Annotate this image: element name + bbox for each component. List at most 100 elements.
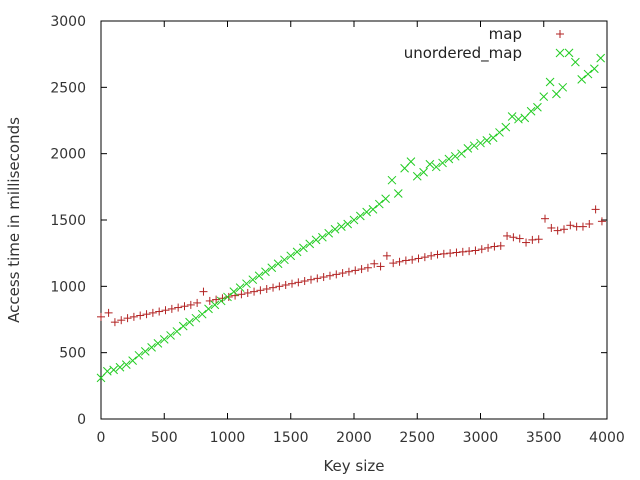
data-point-unordered-map <box>330 224 340 234</box>
data-point-unordered-map <box>147 343 156 352</box>
data-point-unordered-map <box>261 267 270 277</box>
data-point-map <box>319 273 328 282</box>
data-point-unordered-map <box>444 154 454 164</box>
data-point-map <box>465 247 474 256</box>
data-point-unordered-map <box>343 219 353 229</box>
data-point-unordered-map <box>488 133 498 143</box>
data-point-unordered-map <box>286 251 296 261</box>
data-point-map <box>446 249 455 258</box>
y-tick-label: 3000 <box>50 14 86 30</box>
data-point-unordered-map <box>134 350 144 360</box>
data-point-unordered-map <box>583 69 593 79</box>
legend: map unordered_map <box>404 25 565 63</box>
data-point-map <box>212 295 221 304</box>
data-point-map <box>389 259 398 268</box>
data-point-unordered-map <box>381 194 390 204</box>
data-point-unordered-map <box>216 296 226 306</box>
data-point-unordered-map <box>242 279 251 289</box>
data-point-unordered-map <box>223 292 232 302</box>
data-point-map <box>174 303 183 312</box>
data-point-unordered-map <box>596 53 606 63</box>
data-point-unordered-map <box>387 175 397 185</box>
legend-marker-point <box>556 30 564 38</box>
data-point-map <box>382 251 391 260</box>
data-point-map <box>471 246 480 255</box>
data-point-map <box>433 250 442 259</box>
data-point-map <box>205 296 214 305</box>
data-point-unordered-map <box>419 167 428 177</box>
data-point-unordered-map <box>273 259 283 269</box>
data-point-map <box>148 308 157 317</box>
data-point-unordered-map <box>425 159 435 169</box>
data-point-map <box>490 242 499 251</box>
data-point-map <box>155 307 164 316</box>
legend-label-map: map <box>489 25 522 43</box>
legend-label-unordered-map: unordered_map <box>404 44 522 63</box>
data-point-map <box>553 226 562 235</box>
data-point-unordered-map <box>533 102 542 112</box>
data-point-map <box>161 306 170 315</box>
y-tick-label: 1000 <box>50 279 86 295</box>
x-tick-label: 3500 <box>526 430 562 446</box>
data-point-unordered-map <box>393 189 403 198</box>
data-point-unordered-map <box>438 158 447 168</box>
data-point-unordered-map <box>336 222 346 231</box>
data-point-map <box>224 292 233 301</box>
data-point-unordered-map <box>501 122 511 132</box>
data-point-unordered-map <box>589 64 599 74</box>
data-point-unordered-map <box>166 331 175 340</box>
data-point-unordered-map <box>539 92 549 101</box>
data-point-unordered-map <box>305 239 315 249</box>
data-point-map <box>414 254 423 263</box>
data-point-map <box>243 288 252 297</box>
y-tick-label: 2500 <box>50 80 86 96</box>
data-point-unordered-map <box>526 106 536 116</box>
legend-marker-point <box>555 48 565 58</box>
data-point-unordered-map <box>431 162 441 172</box>
data-point-map <box>256 286 265 295</box>
data-point-map <box>218 294 227 303</box>
data-point-unordered-map <box>362 207 372 217</box>
data-point-unordered-map <box>204 304 213 314</box>
data-point-map <box>458 247 467 256</box>
y-tick-label: 0 <box>77 412 86 428</box>
data-point-map <box>547 223 556 232</box>
data-point-unordered-map <box>267 263 277 273</box>
y-tick-label: 1500 <box>50 213 86 229</box>
x-tick-label: 3000 <box>463 430 499 446</box>
data-point-map <box>193 298 202 307</box>
data-point-map <box>288 279 297 288</box>
data-point-map <box>363 263 372 272</box>
data-point-map <box>452 248 461 257</box>
data-point-unordered-map <box>457 149 466 159</box>
x-tick-label: 0 <box>97 430 106 446</box>
data-point-map <box>180 302 189 311</box>
data-point-map <box>167 304 176 313</box>
data-point-map <box>275 282 284 291</box>
data-point-map <box>484 243 493 252</box>
data-point-map <box>262 284 271 293</box>
data-point-map <box>199 287 208 296</box>
data-point-map <box>237 290 246 299</box>
y-tick-labels: 0 500 1000 1500 2000 2500 3000 <box>50 14 86 428</box>
data-point-unordered-map <box>374 199 384 209</box>
data-point-map <box>136 311 145 320</box>
x-tick-label: 2000 <box>336 430 372 446</box>
data-point-unordered-map <box>311 235 321 245</box>
data-point-map <box>427 251 436 260</box>
data-point-map <box>559 225 568 234</box>
x-tick-label: 4000 <box>589 430 625 446</box>
series-unordered-map <box>96 48 606 383</box>
data-point-unordered-map <box>254 271 264 281</box>
data-point-unordered-map <box>128 356 137 365</box>
x-tick-labels: 0 500 1000 1500 2000 2500 3000 3500 4000 <box>97 430 625 446</box>
data-point-unordered-map <box>324 228 334 238</box>
data-point-map <box>313 274 322 283</box>
data-point-unordered-map <box>153 339 163 348</box>
data-point-map <box>142 310 151 319</box>
y-tick-label: 2000 <box>50 147 86 163</box>
y-tick-label: 500 <box>59 346 86 362</box>
data-point-map <box>597 217 606 226</box>
data-point-map <box>250 287 259 296</box>
